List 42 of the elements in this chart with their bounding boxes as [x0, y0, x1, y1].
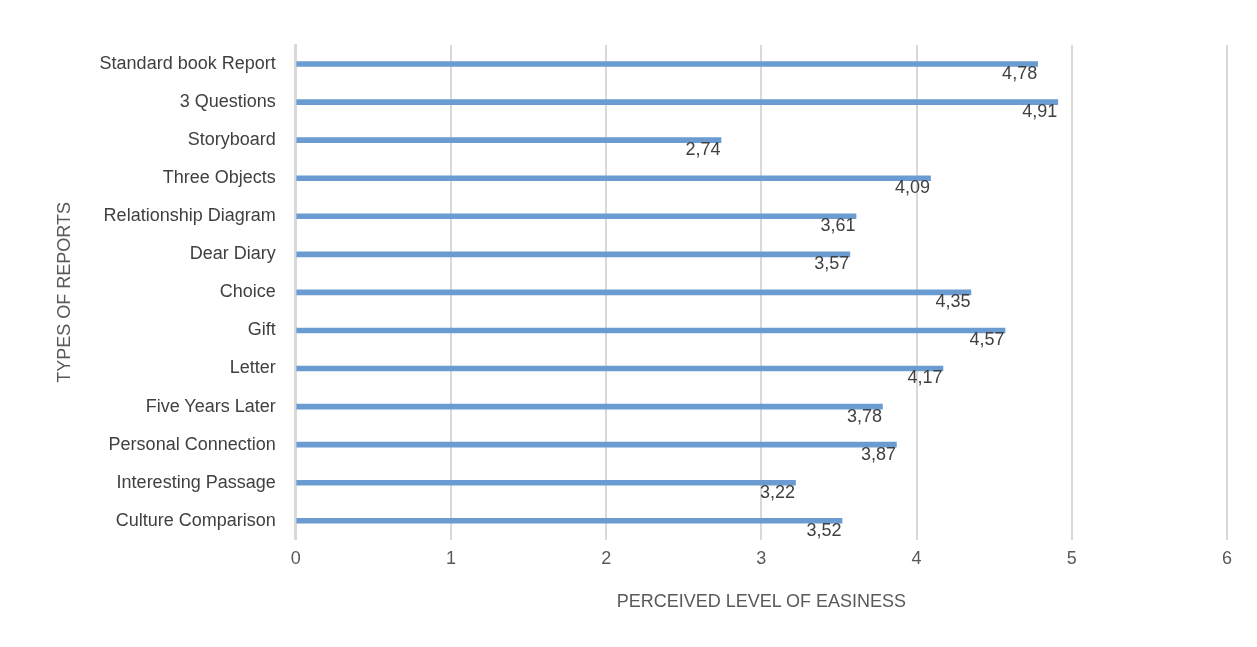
bar: [296, 479, 796, 486]
data-label: 3,61: [820, 215, 856, 236]
x-tick-label: 2: [601, 547, 612, 568]
x-tick-label: 0: [290, 547, 301, 568]
x-tick-label: 6: [1221, 547, 1233, 568]
y-tick-label: Culture Comparison: [115, 509, 276, 530]
data-label: 3,87: [860, 443, 896, 464]
y-tick-label: Gift: [247, 319, 276, 340]
y-tick-label: Storyboard: [187, 129, 276, 150]
y-tick-label: Personal Connection: [108, 433, 276, 454]
x-axis-title: PERCEIVED LEVEL OF EASINESS: [616, 591, 907, 612]
y-tick-label: Three Objects: [162, 167, 276, 188]
data-label: 3,57: [814, 253, 850, 274]
data-label: 3,78: [846, 405, 882, 426]
y-tick-label: Five Years Later: [145, 395, 276, 416]
y-tick-label: Standard book Report: [99, 53, 276, 73]
data-label: 3,52: [806, 519, 842, 540]
bar: [296, 213, 857, 220]
data-label: 2,74: [685, 139, 721, 160]
y-tick-label: Interesting Passage: [116, 471, 276, 492]
y-axis-title: TYPES OF REPORTS: [53, 202, 74, 383]
bar: [296, 517, 843, 524]
data-label: 4,91: [1022, 101, 1058, 122]
y-tick-label: Relationship Diagram: [103, 205, 276, 226]
data-label: 4,17: [907, 367, 943, 388]
data-label: 4,78: [1002, 63, 1038, 83]
data-label: 4,57: [969, 329, 1005, 350]
y-tick-label: 3 Questions: [179, 91, 276, 112]
y-tick-label: Dear Diary: [189, 243, 276, 264]
y-tick-label: Choice: [219, 281, 276, 302]
bar: [296, 99, 1059, 105]
x-tick-label: 3: [756, 547, 767, 568]
bar: [296, 137, 722, 143]
bar: [296, 61, 1038, 67]
y-tick-label: Letter: [229, 357, 276, 378]
x-tick-label: 5: [1066, 547, 1077, 568]
data-label: 4,09: [895, 177, 931, 198]
data-label: 4,35: [935, 291, 971, 312]
x-tick-label: 4: [911, 547, 922, 568]
bar: [296, 175, 931, 182]
x-tick-label: 1: [445, 547, 456, 568]
data-label: 3,22: [759, 481, 796, 502]
